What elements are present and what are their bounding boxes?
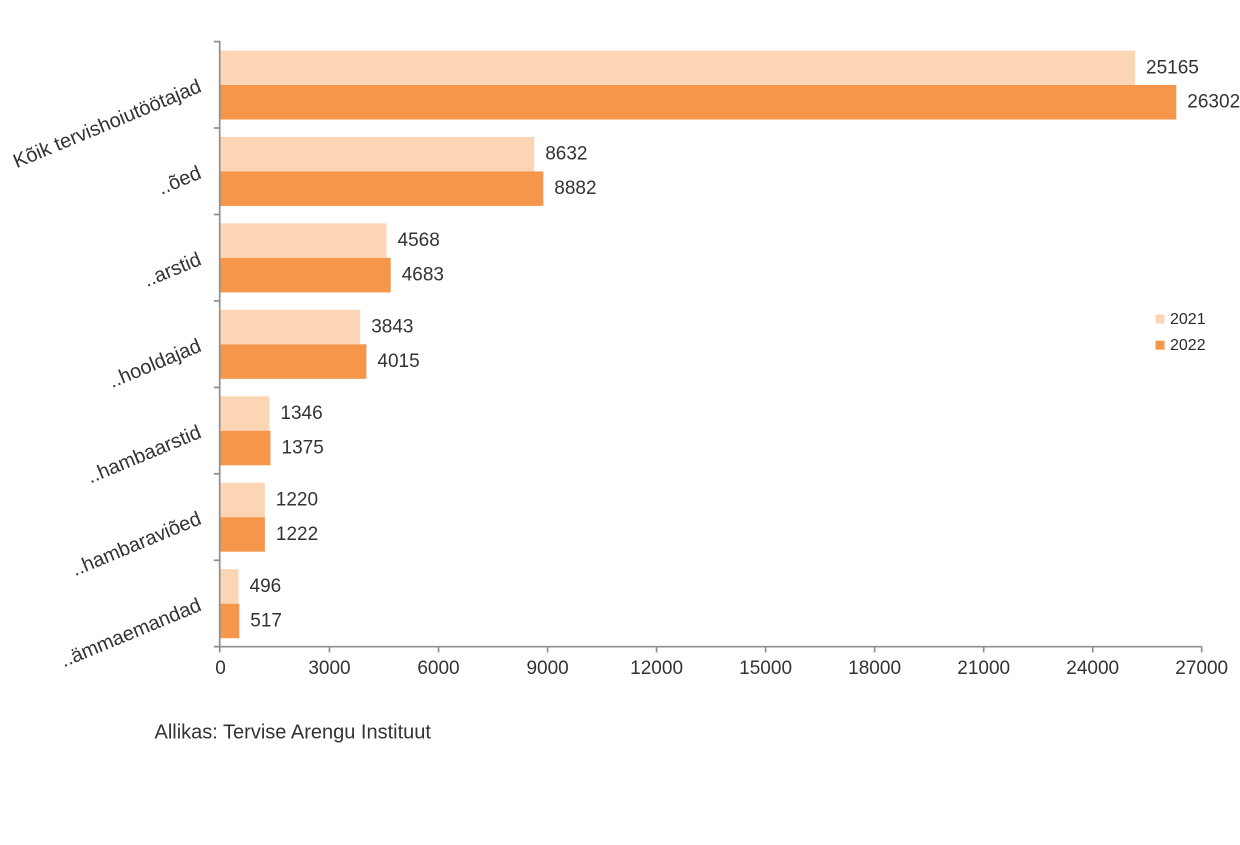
svg-text:18000: 18000 bbox=[848, 658, 901, 679]
svg-text:..hooldajad: ..hooldajad bbox=[106, 335, 205, 393]
svg-text:0: 0 bbox=[215, 658, 226, 679]
svg-text:..õed: ..õed bbox=[155, 162, 205, 199]
svg-text:15000: 15000 bbox=[739, 658, 792, 679]
svg-text:517: 517 bbox=[250, 610, 282, 631]
svg-text:2022: 2022 bbox=[1170, 337, 1206, 354]
svg-text:1375: 1375 bbox=[282, 438, 324, 459]
svg-text:25165: 25165 bbox=[1146, 57, 1199, 78]
svg-text:4683: 4683 bbox=[402, 265, 444, 286]
svg-text:8882: 8882 bbox=[554, 178, 596, 199]
svg-text:6000: 6000 bbox=[417, 658, 459, 679]
svg-text:27000: 27000 bbox=[1175, 658, 1228, 679]
svg-text:..arstid: ..arstid bbox=[141, 248, 205, 291]
svg-text:..hambaraviõed: ..hambaraviõed bbox=[69, 508, 205, 581]
svg-text:4015: 4015 bbox=[377, 351, 419, 372]
svg-text:4568: 4568 bbox=[398, 230, 440, 251]
svg-text:21000: 21000 bbox=[957, 658, 1010, 679]
svg-text:9000: 9000 bbox=[526, 658, 568, 679]
svg-text:3000: 3000 bbox=[308, 658, 350, 679]
svg-text:24000: 24000 bbox=[1066, 658, 1119, 679]
svg-text:Allikas: Tervise Arengu Instit: Allikas: Tervise Arengu Instituut bbox=[155, 722, 432, 744]
svg-text:1222: 1222 bbox=[276, 524, 318, 545]
svg-text:12000: 12000 bbox=[630, 658, 683, 679]
svg-text:26302: 26302 bbox=[1187, 92, 1240, 113]
svg-text:Kõik tervishoiutöötajad: Kõik tervishoiutöötajad bbox=[10, 76, 204, 173]
svg-text:496: 496 bbox=[250, 576, 282, 597]
svg-text:..hambaarstid: ..hambaarstid bbox=[84, 421, 204, 488]
svg-text:1220: 1220 bbox=[276, 490, 318, 511]
svg-text:8632: 8632 bbox=[545, 144, 587, 165]
svg-text:1346: 1346 bbox=[280, 403, 322, 424]
svg-text:..ämmaemandad: ..ämmaemandad bbox=[57, 594, 204, 672]
svg-text:2021: 2021 bbox=[1170, 311, 1206, 328]
svg-text:3843: 3843 bbox=[371, 317, 413, 338]
